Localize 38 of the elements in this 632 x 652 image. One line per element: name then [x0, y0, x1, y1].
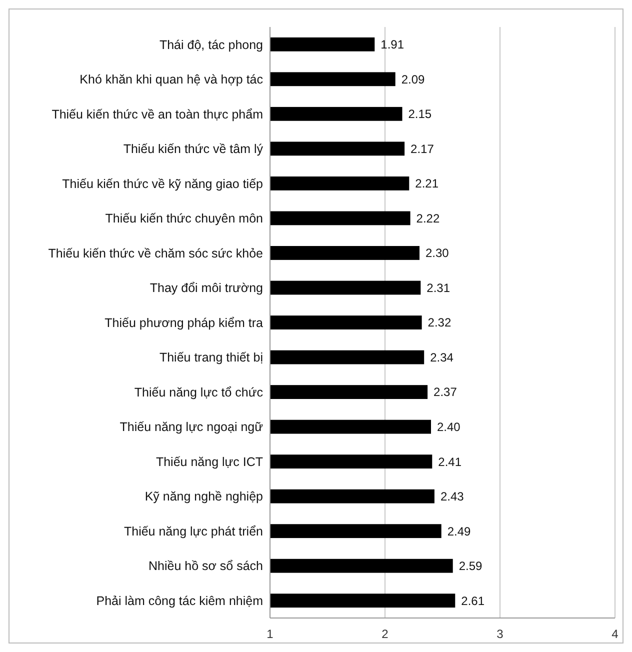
data-label: 2.34: [430, 350, 454, 364]
x-tick-label: 1: [266, 627, 274, 641]
y-tick-label: Thiếu kiến thức về an toàn thực phẩm: [52, 107, 263, 122]
data-label: 2.17: [410, 142, 434, 156]
y-tick-label: Thay đổi môi trường: [150, 281, 264, 296]
y-tick-label: Thiếu phương pháp kiểm tra: [104, 316, 264, 330]
data-label: 2.15: [408, 107, 432, 122]
x-tick-label: 2: [382, 627, 389, 641]
x-tick-label: 4: [612, 627, 619, 641]
data-label: 2.41: [438, 454, 462, 469]
y-tick-label: Thiếu kiến thức chuyên môn: [105, 212, 264, 226]
y-tick-label: Thiếu trang thiết bị: [159, 350, 263, 365]
y-tick-label: Thiếu năng lực tổ chức: [134, 385, 263, 400]
data-label: 2.22: [416, 211, 440, 226]
y-tick-label: Nhiều hồ sơ sổ sách: [148, 559, 264, 574]
data-label: 2.37: [434, 385, 458, 400]
data-label: 2.40: [437, 420, 461, 434]
y-tick-label: Thiếu kiến thức về tâm lý: [123, 142, 264, 156]
data-label: 2.43: [440, 490, 464, 504]
y-tick-label: Khó khăn khi quan hệ và hợp tác: [80, 72, 263, 87]
data-label: 2.21: [415, 176, 439, 191]
y-tick-label: Thiếu kiến thức về chăm sóc sức khỏe: [48, 246, 264, 260]
y-tick-label: Phải làm công tác kiêm nhiệm: [96, 594, 263, 608]
x-tick-label: 3: [496, 627, 504, 641]
y-tick-label: Thiếu năng lực ICT: [156, 454, 264, 469]
data-label: 1.91: [380, 38, 404, 52]
data-label: 2.59: [458, 559, 483, 574]
data-label: 2.32: [428, 316, 452, 330]
data-label: 2.31: [426, 280, 450, 295]
y-tick-label: Thiếu năng lực ngoại ngữ: [120, 420, 263, 434]
data-label: 2.61: [461, 594, 485, 608]
y-tick-label: Thiếu năng lực phát triển: [124, 524, 264, 538]
y-tick-label: Kỹ năng nghề nghiệp: [144, 490, 264, 504]
y-tick-label: Thái độ, tác phong: [159, 38, 264, 52]
data-label: 2.09: [401, 72, 426, 86]
data-label: 2.49: [447, 524, 472, 538]
y-tick-label: Thiếu kiến thức về kỹ năng giao tiếp: [62, 176, 264, 191]
data-label: 2.30: [426, 246, 450, 260]
